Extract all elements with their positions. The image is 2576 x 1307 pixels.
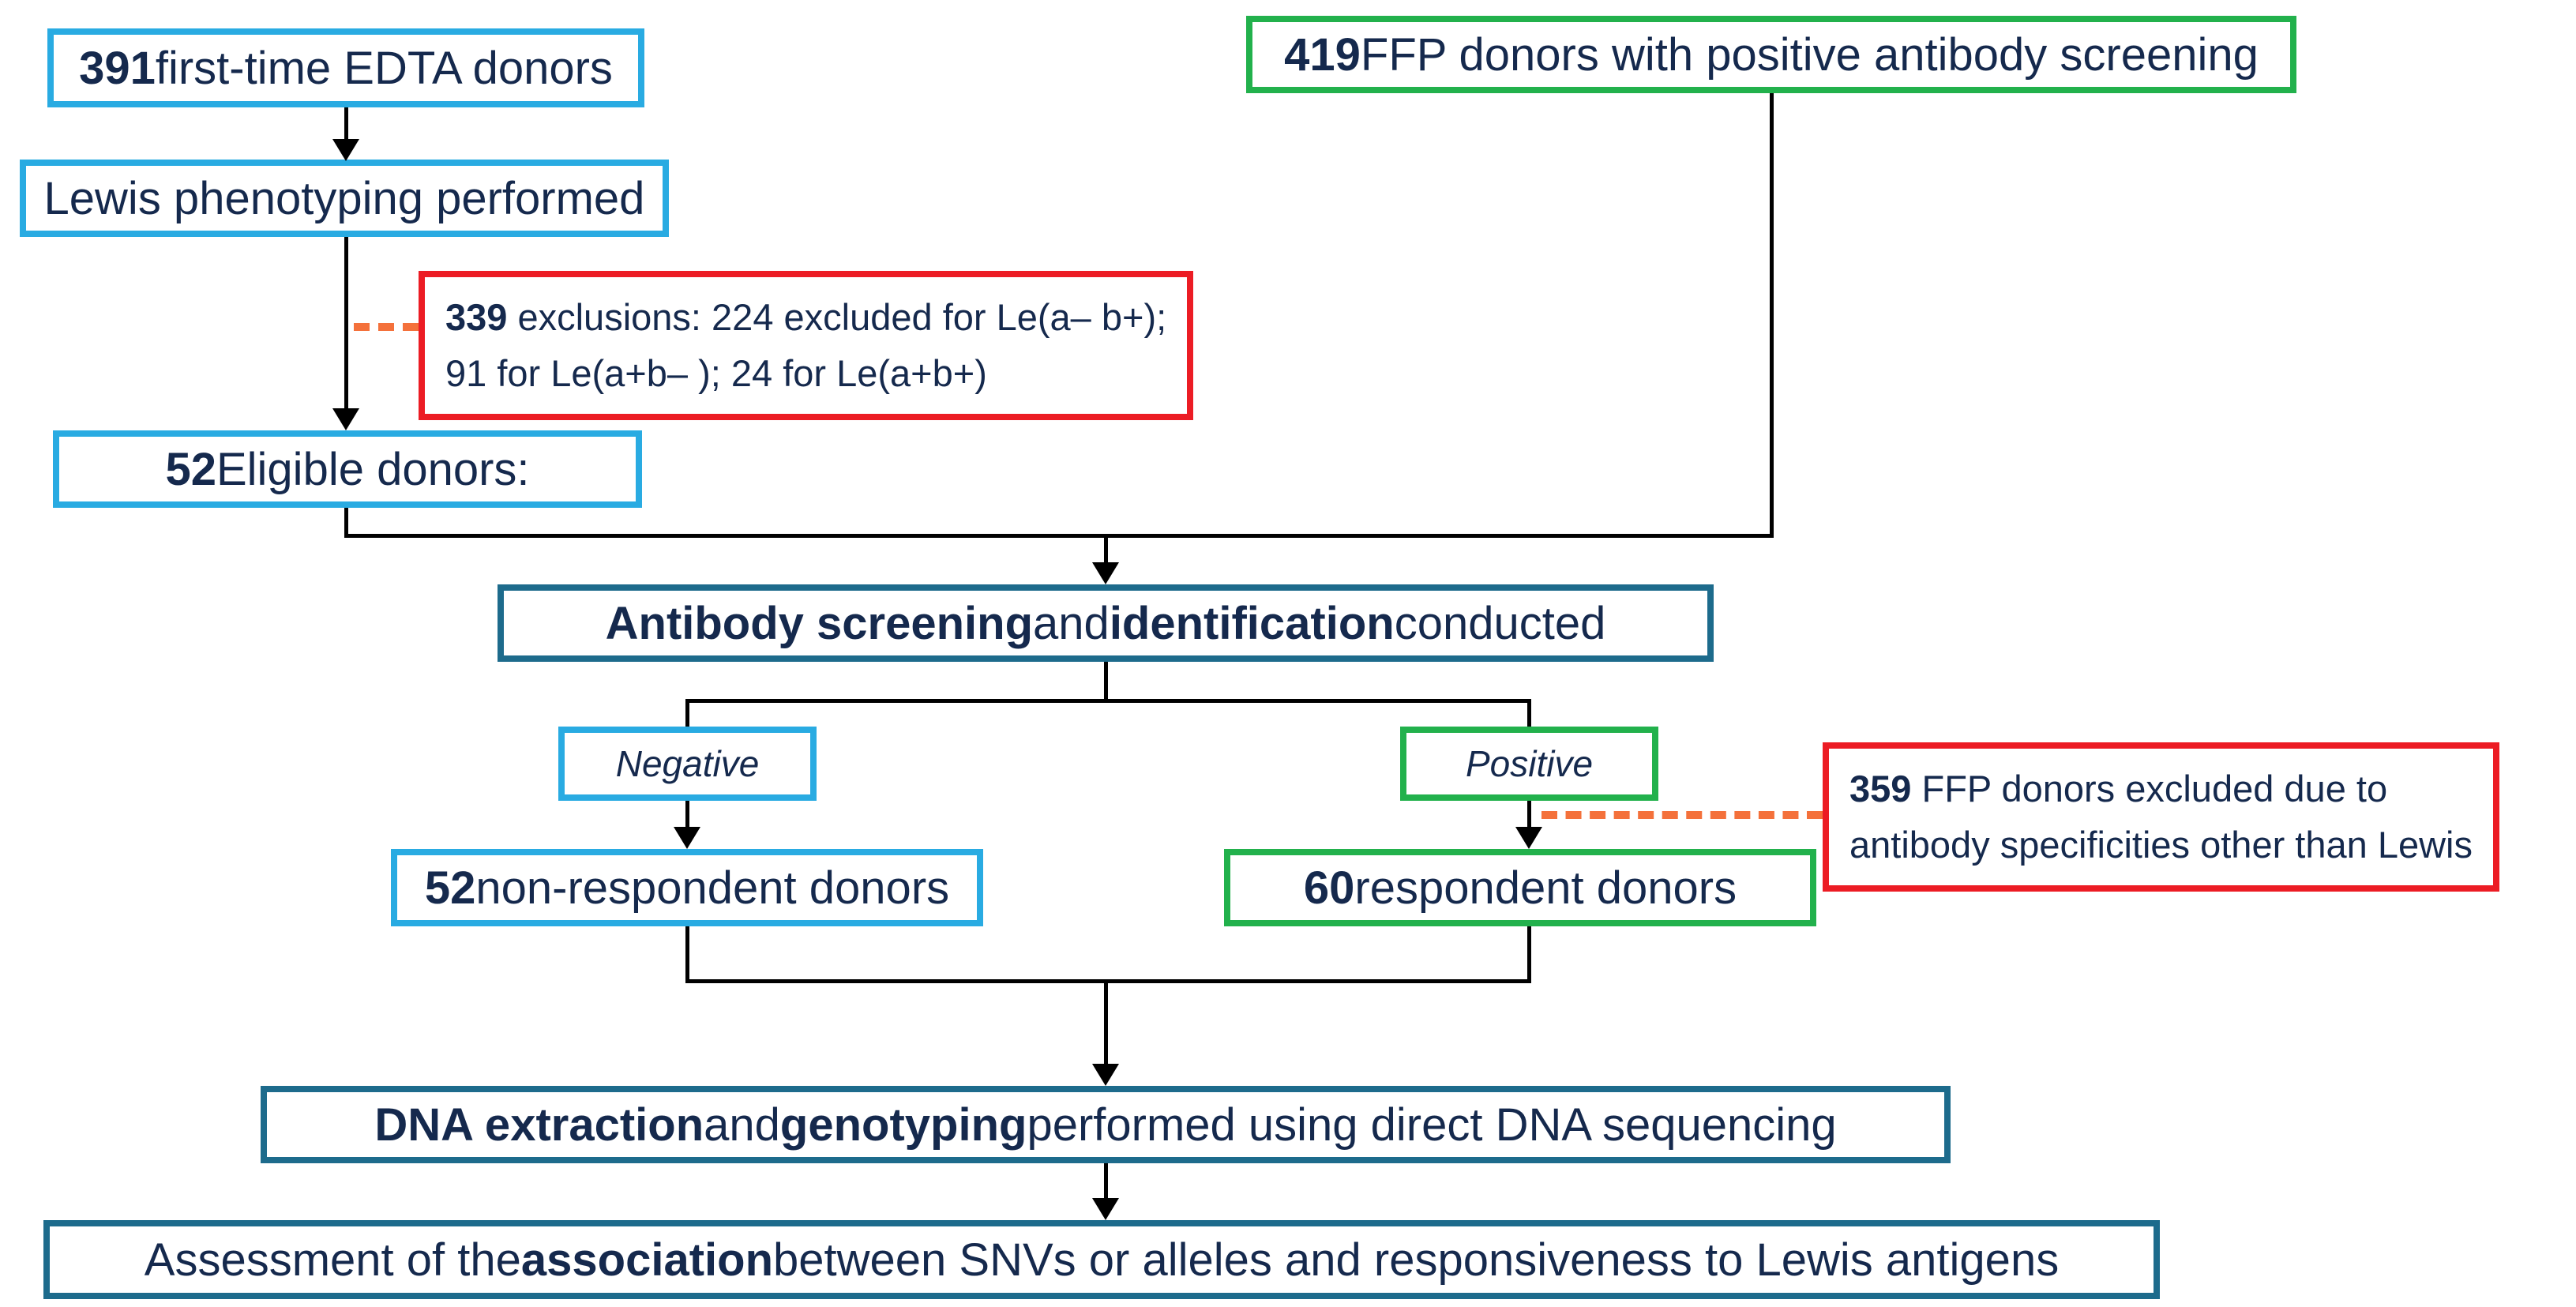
ffp-exclusions-count: 359 xyxy=(1849,768,1912,809)
phenotype-exclusions-detail: exclusions: 224 excluded for Le(a– b+); xyxy=(507,296,1167,338)
ffp-exclusions-line1: 359 FFP donors excluded due to xyxy=(1849,761,2387,817)
arrowhead-assessment xyxy=(1092,1198,1119,1220)
arrowhead-lewis xyxy=(332,139,359,161)
assessment-post: between SNVs or alleles and responsivene… xyxy=(773,1234,2060,1286)
box-respondent-donors: 60 respondent donors xyxy=(1224,849,1816,926)
ffp-donor-label: FFP donors with positive antibody screen… xyxy=(1360,28,2259,81)
lewis-phenotyping-label: Lewis phenotyping performed xyxy=(43,172,645,224)
phenotype-exclusions-line2: 91 for Le(a+b– ); 24 for Le(a+b+) xyxy=(445,351,987,394)
antibody-screening-bold2: identification xyxy=(1109,597,1395,649)
box-antibody-screening: Antibody screening and identification co… xyxy=(498,584,1714,662)
ffp-exclusions-detail: FFP donors excluded due to xyxy=(1911,768,2388,809)
ffp-exclusions-line2: antibody specificities other than Lewis xyxy=(1849,823,2473,866)
non-respondent-count: 52 xyxy=(424,862,476,914)
connector-antibody-down xyxy=(1104,662,1108,703)
dashed-connector-ffp-exclusions xyxy=(1541,811,1823,819)
arrowhead-nonrespondent xyxy=(674,827,700,849)
connector-merge-bar-top xyxy=(344,534,1774,538)
box-first-time-edta-donors: 391 first-time EDTA donors xyxy=(47,28,644,107)
connector-merge-to-dna xyxy=(1104,979,1108,1065)
box-phenotype-exclusions: 339 exclusions: 224 excluded for Le(a– b… xyxy=(419,271,1194,420)
antibody-screening-end: conducted xyxy=(1394,597,1606,649)
connector-merge-to-antibody xyxy=(1104,534,1108,564)
connector-split-bar xyxy=(685,699,1531,703)
connector-positive-to-respondent xyxy=(1527,801,1531,828)
box-eligible-donors: 52 Eligible donors: xyxy=(53,430,642,508)
antibody-screening-bold1: Antibody screening xyxy=(605,597,1034,649)
connector-lewis-to-eligible xyxy=(344,237,348,409)
dna-bold1: DNA extraction xyxy=(374,1099,704,1151)
arrowhead-dna xyxy=(1092,1064,1119,1086)
dna-mid: and xyxy=(704,1099,780,1151)
respondent-count: 60 xyxy=(1303,862,1355,914)
connector-to-negative xyxy=(685,699,689,727)
box-ffp-exclusions: 359 FFP donors excluded due to antibody … xyxy=(1823,742,2499,892)
connector-eligible-down xyxy=(344,508,348,538)
antibody-screening-mid: and xyxy=(1033,597,1110,649)
box-positive-result: Positive xyxy=(1400,727,1658,801)
connector-edta-to-lewis xyxy=(344,107,348,144)
dashed-connector-phenotype-exclusions xyxy=(354,323,419,331)
connector-negative-to-nonrespondent xyxy=(685,801,689,828)
ffp-donor-count: 419 xyxy=(1284,28,1361,81)
respondent-label: respondent donors xyxy=(1354,862,1737,914)
arrowhead-antibody xyxy=(1092,562,1119,584)
connector-respondent-down xyxy=(1527,926,1531,982)
box-non-respondent-donors: 52 non-respondent donors xyxy=(391,849,983,926)
box-dna-genotyping: DNA extraction and genotyping performed … xyxy=(261,1086,1951,1163)
phenotype-exclusions-count: 339 xyxy=(445,296,508,338)
box-ffp-donors: 419 FFP donors with positive antibody sc… xyxy=(1246,16,2296,93)
eligible-count: 52 xyxy=(165,443,216,495)
connector-ffp-down xyxy=(1770,93,1774,537)
non-respondent-label: non-respondent donors xyxy=(475,862,950,914)
assessment-bold: association xyxy=(520,1234,774,1286)
dna-end: performed using direct DNA sequencing xyxy=(1027,1099,1837,1151)
dna-bold2: genotyping xyxy=(779,1099,1027,1151)
arrowhead-respondent xyxy=(1515,827,1542,849)
negative-label: Negative xyxy=(615,743,760,784)
edta-donor-count: 391 xyxy=(79,42,156,94)
phenotype-exclusions-line1: 339 exclusions: 224 excluded for Le(a– b… xyxy=(445,290,1166,346)
box-association-assessment: Assessment of the association between SN… xyxy=(43,1220,2160,1299)
connector-nonrespondent-down xyxy=(685,926,689,982)
connector-dna-to-assessment xyxy=(1104,1163,1108,1200)
box-negative-result: Negative xyxy=(558,727,817,801)
connector-to-positive xyxy=(1527,699,1531,727)
arrowhead-eligible xyxy=(332,408,359,430)
eligible-label: Eligible donors: xyxy=(216,443,530,495)
connector-merge-bar-bottom xyxy=(685,979,1531,983)
edta-donor-label: first-time EDTA donors xyxy=(155,42,613,94)
positive-label: Positive xyxy=(1465,743,1594,784)
box-lewis-phenotyping: Lewis phenotyping performed xyxy=(20,160,669,237)
assessment-pre: Assessment of the xyxy=(144,1234,521,1286)
